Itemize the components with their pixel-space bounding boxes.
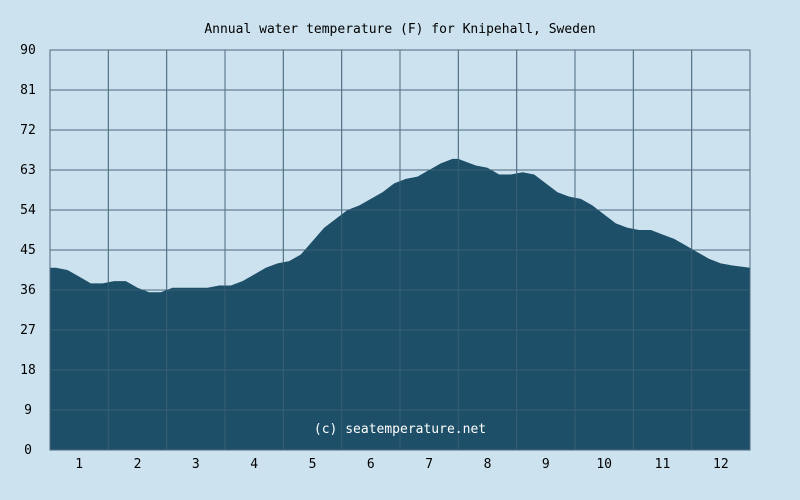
x-tick-label: 11 <box>655 457 671 472</box>
y-tick-label: 27 <box>20 323 36 338</box>
y-tick-label: 45 <box>20 243 36 258</box>
copyright-watermark: (c) seatemperature.net <box>314 422 486 437</box>
chart-title: Annual water temperature (F) for Knipeha… <box>204 22 595 37</box>
x-tick-label: 7 <box>425 457 433 472</box>
y-tick-label: 81 <box>20 83 36 98</box>
x-tick-label: 2 <box>134 457 142 472</box>
x-tick-label: 5 <box>309 457 317 472</box>
y-tick-label: 90 <box>20 43 36 58</box>
y-tick-label: 54 <box>20 203 36 218</box>
y-tick-label: 9 <box>24 403 32 418</box>
x-tick-label: 4 <box>250 457 258 472</box>
x-tick-label: 1 <box>75 457 83 472</box>
y-tick-label: 0 <box>24 443 32 458</box>
x-axis-ticks: 1 2 3 4 5 6 7 8 9 10 11 12 <box>75 457 728 472</box>
x-tick-label: 9 <box>542 457 550 472</box>
plot-border <box>49 49 751 451</box>
grid-lines-overlay <box>50 49 750 451</box>
x-tick-label: 6 <box>367 457 375 472</box>
y-tick-label: 36 <box>20 283 36 298</box>
y-tick-label: 63 <box>20 163 36 178</box>
x-tick-label: 3 <box>192 457 200 472</box>
x-tick-label: 12 <box>713 457 729 472</box>
x-tick-label: 10 <box>596 457 612 472</box>
y-axis-ticks: 0 9 18 27 36 45 54 63 72 81 90 <box>20 43 36 458</box>
y-tick-label: 18 <box>20 363 36 378</box>
y-tick-label: 72 <box>20 123 36 138</box>
x-tick-label: 8 <box>484 457 492 472</box>
